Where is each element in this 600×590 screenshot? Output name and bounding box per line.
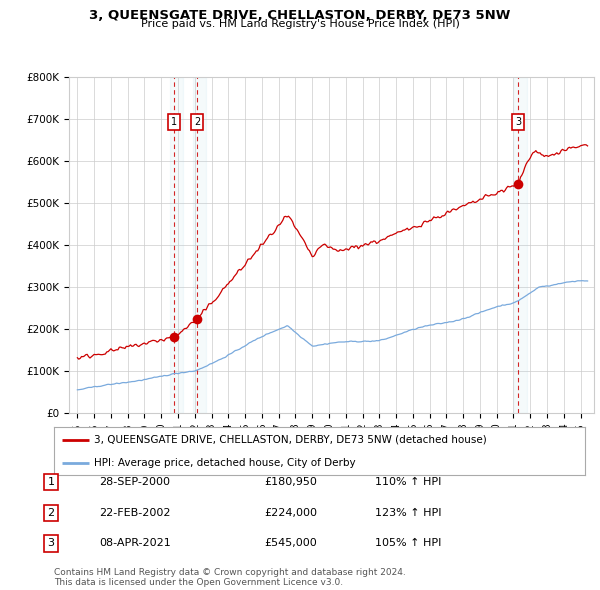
Text: 08-APR-2021: 08-APR-2021 [99,539,171,548]
Text: 2: 2 [194,117,200,127]
Text: £545,000: £545,000 [264,539,317,548]
Text: 22-FEB-2002: 22-FEB-2002 [99,508,170,517]
Text: 3, QUEENSGATE DRIVE, CHELLASTON, DERBY, DE73 5NW (detached house): 3, QUEENSGATE DRIVE, CHELLASTON, DERBY, … [94,435,487,445]
Text: 1: 1 [171,117,177,127]
Text: 28-SEP-2000: 28-SEP-2000 [99,477,170,487]
Bar [193,77,206,413]
Text: 2: 2 [47,508,55,517]
Text: Price paid vs. HM Land Registry's House Price Index (HPI): Price paid vs. HM Land Registry's House … [140,19,460,30]
Text: Contains HM Land Registry data © Crown copyright and database right 2024.
This d: Contains HM Land Registry data © Crown c… [54,568,406,587]
Text: 3: 3 [47,539,55,548]
Text: 123% ↑ HPI: 123% ↑ HPI [375,508,442,517]
Bar [170,77,183,413]
Text: 105% ↑ HPI: 105% ↑ HPI [375,539,442,548]
Bar [514,77,527,413]
Text: 3, QUEENSGATE DRIVE, CHELLASTON, DERBY, DE73 5NW: 3, QUEENSGATE DRIVE, CHELLASTON, DERBY, … [89,9,511,22]
Text: HPI: Average price, detached house, City of Derby: HPI: Average price, detached house, City… [94,458,355,468]
Text: £224,000: £224,000 [264,508,317,517]
Text: 110% ↑ HPI: 110% ↑ HPI [375,477,442,487]
Text: £180,950: £180,950 [264,477,317,487]
Text: 3: 3 [515,117,521,127]
Text: 1: 1 [47,477,55,487]
